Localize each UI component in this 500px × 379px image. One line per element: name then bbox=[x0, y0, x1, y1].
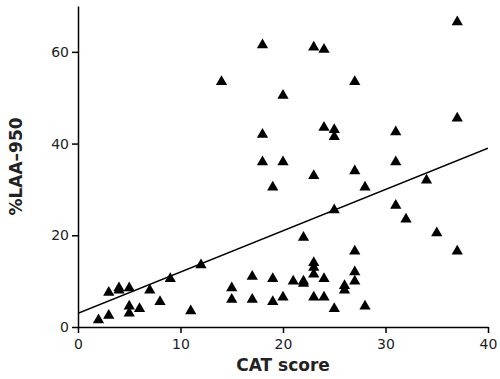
point bbox=[288, 275, 299, 285]
y-axis: 0 20 40 60 bbox=[51, 7, 78, 335]
tick-mark bbox=[180, 327, 182, 333]
tick: 0 bbox=[60, 319, 78, 335]
tick-mark bbox=[72, 52, 78, 54]
point bbox=[298, 275, 309, 285]
tick: 40 bbox=[51, 136, 78, 152]
point bbox=[329, 302, 340, 312]
point bbox=[185, 304, 196, 314]
tick-label: 60 bbox=[51, 44, 69, 60]
point bbox=[93, 314, 104, 324]
point bbox=[390, 155, 401, 165]
tick: 0 bbox=[74, 327, 83, 352]
point bbox=[257, 128, 268, 138]
point bbox=[308, 256, 319, 266]
x-axis: 0 10 20 30 40 bbox=[74, 327, 497, 352]
point bbox=[318, 121, 329, 131]
axis-line bbox=[78, 7, 80, 328]
tick-label: 30 bbox=[377, 336, 395, 352]
tick-mark bbox=[72, 143, 78, 145]
point bbox=[318, 291, 329, 301]
point bbox=[308, 41, 319, 51]
point bbox=[103, 309, 114, 319]
point bbox=[452, 245, 463, 255]
point bbox=[103, 286, 114, 296]
point bbox=[359, 300, 370, 310]
point bbox=[124, 300, 135, 310]
point bbox=[267, 272, 278, 282]
tick-label: 0 bbox=[74, 336, 83, 352]
point bbox=[134, 302, 145, 312]
point bbox=[226, 293, 237, 303]
point bbox=[349, 265, 360, 275]
tick-mark bbox=[385, 327, 387, 333]
point bbox=[318, 43, 329, 53]
point bbox=[400, 213, 411, 223]
point bbox=[298, 231, 309, 241]
point bbox=[257, 155, 268, 165]
fit-line bbox=[78, 148, 488, 313]
tick: 30 bbox=[377, 327, 395, 352]
tick-mark bbox=[488, 327, 490, 333]
point bbox=[308, 291, 319, 301]
point bbox=[267, 295, 278, 305]
tick-mark bbox=[72, 235, 78, 237]
point bbox=[124, 282, 135, 292]
tick-label: 10 bbox=[172, 336, 190, 352]
point bbox=[349, 165, 360, 175]
point bbox=[247, 270, 258, 280]
tick: 20 bbox=[275, 327, 293, 352]
point bbox=[308, 169, 319, 179]
tick: 20 bbox=[51, 227, 78, 243]
chart: 0 10 20 30 40 0 20 40 60 CAT score %LAA–950 bbox=[0, 0, 500, 379]
point bbox=[452, 16, 463, 26]
point bbox=[431, 226, 442, 236]
tick: 40 bbox=[480, 327, 498, 352]
point bbox=[113, 282, 124, 292]
point bbox=[277, 291, 288, 301]
point bbox=[359, 181, 370, 191]
point bbox=[154, 295, 165, 305]
y-axis-title: %LAA–950 bbox=[6, 117, 26, 215]
point bbox=[318, 272, 329, 282]
point bbox=[216, 75, 227, 85]
plot-area bbox=[78, 16, 488, 324]
point bbox=[247, 293, 258, 303]
point bbox=[226, 282, 237, 292]
point bbox=[452, 112, 463, 122]
point bbox=[257, 38, 268, 48]
tick: 60 bbox=[51, 44, 78, 60]
point bbox=[329, 130, 340, 140]
point bbox=[339, 279, 350, 289]
x-axis-title: CAT score bbox=[236, 355, 330, 375]
point bbox=[277, 89, 288, 99]
point bbox=[390, 126, 401, 136]
tick-label: 0 bbox=[60, 319, 69, 335]
tick-label: 20 bbox=[51, 227, 69, 243]
point bbox=[349, 245, 360, 255]
tick-mark bbox=[283, 327, 285, 333]
point bbox=[349, 275, 360, 285]
point bbox=[349, 75, 360, 85]
tick-label: 20 bbox=[275, 336, 293, 352]
tick-label: 40 bbox=[480, 336, 498, 352]
tick: 10 bbox=[172, 327, 190, 352]
point bbox=[277, 155, 288, 165]
tick-mark bbox=[72, 327, 78, 329]
point bbox=[308, 268, 319, 278]
point bbox=[267, 181, 278, 191]
tick-label: 40 bbox=[51, 136, 69, 152]
point bbox=[390, 199, 401, 209]
